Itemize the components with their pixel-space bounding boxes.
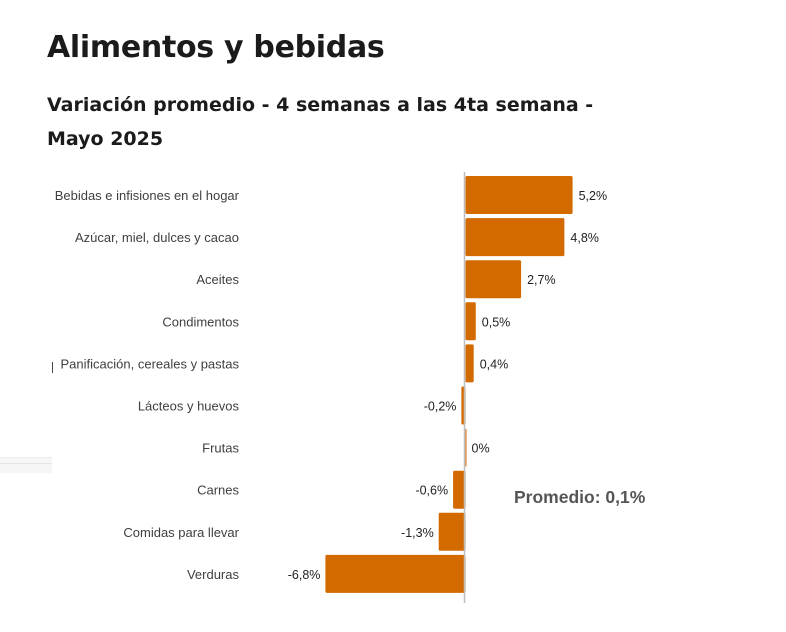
faint-background-strip bbox=[0, 457, 52, 473]
category-label: Panificación, cereales y pastas bbox=[61, 356, 240, 371]
bar bbox=[465, 302, 476, 341]
category-label: Carnes bbox=[197, 483, 239, 498]
value-label: 4,8% bbox=[570, 231, 599, 245]
text-cursor-mark bbox=[52, 362, 53, 373]
value-label: 5,2% bbox=[579, 189, 608, 203]
bar bbox=[325, 554, 466, 593]
value-label: 0% bbox=[472, 442, 490, 456]
value-label: -1,3% bbox=[401, 526, 434, 540]
category-label: Verduras bbox=[187, 567, 240, 582]
labels-group: Bebidas e infisiones en el hogar 5,2% Azúc… bbox=[55, 188, 607, 582]
bar bbox=[465, 176, 573, 214]
bar bbox=[453, 470, 466, 509]
value-label: -0,2% bbox=[424, 400, 457, 414]
bar bbox=[465, 428, 467, 467]
category-label: Frutas bbox=[202, 441, 239, 456]
bar bbox=[465, 344, 474, 383]
bars-group bbox=[325, 176, 573, 593]
category-label: Aceites bbox=[196, 272, 239, 287]
value-label: 2,7% bbox=[527, 273, 556, 287]
category-label: Lácteos y huevos bbox=[138, 399, 240, 414]
category-label: Azúcar, miel, dulces y cacao bbox=[75, 230, 239, 245]
value-label: -0,6% bbox=[415, 484, 448, 498]
bar bbox=[465, 260, 522, 299]
value-label: -6,8% bbox=[288, 568, 321, 582]
bar bbox=[438, 512, 466, 551]
category-label: Comidas para llevar bbox=[123, 525, 239, 540]
category-label: Bebidas e infisiones en el hogar bbox=[55, 188, 240, 203]
value-label: 0,5% bbox=[482, 315, 511, 329]
average-annotation: Promedio: 0,1% bbox=[514, 487, 646, 507]
bar bbox=[465, 218, 565, 257]
category-label: Condimentos bbox=[162, 314, 239, 329]
page-title: Alimentos y bebidas bbox=[47, 30, 385, 65]
page-subtitle: Variación promedio - 4 semanas a las 4ta… bbox=[47, 94, 594, 150]
value-label: 0,4% bbox=[480, 357, 509, 371]
